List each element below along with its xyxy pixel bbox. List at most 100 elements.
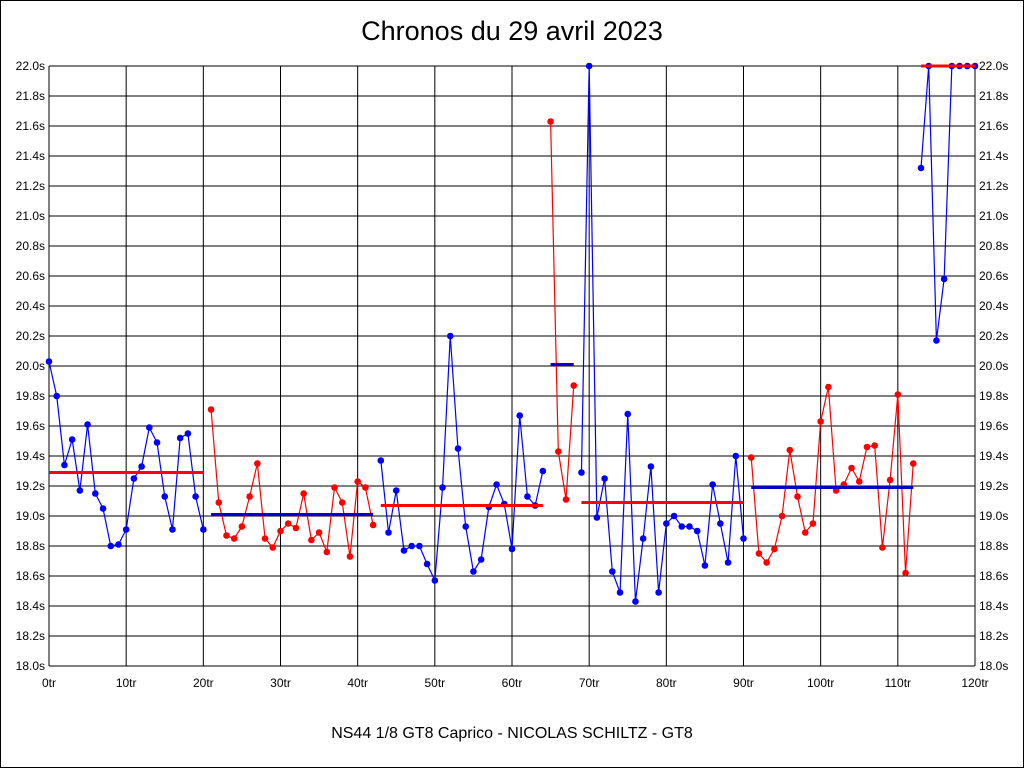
data-point-stint-2 — [277, 527, 284, 535]
data-point-stint-3 — [416, 542, 423, 550]
data-point-stint-7 — [933, 337, 940, 344]
y-tick-label-left: 20.2s — [16, 329, 45, 343]
data-point-stint-1 — [122, 526, 130, 533]
x-tick-label: 60tr — [502, 676, 523, 690]
data-point-stint-5 — [717, 520, 724, 527]
data-point-stint-2 — [300, 490, 307, 497]
data-point-stint-6 — [879, 544, 886, 551]
y-tick-label-left: 20.6s — [16, 269, 45, 283]
y-tick-label-right: 19.4s — [979, 449, 1008, 463]
data-point-stint-3 — [446, 332, 454, 340]
data-point-stint-2 — [323, 548, 331, 556]
data-point-stint-4 — [570, 382, 578, 389]
data-point-stint-2 — [331, 484, 338, 491]
data-point-stint-1 — [107, 542, 115, 550]
data-point-stint-6 — [771, 545, 778, 553]
y-tick-label-left: 20.8s — [16, 239, 45, 253]
data-point-stint-1 — [184, 430, 192, 437]
data-point-stint-6 — [894, 391, 902, 398]
data-point-stint-3 — [377, 457, 385, 464]
data-point-stint-3 — [454, 445, 462, 452]
x-tick-label: 0tr — [42, 676, 56, 690]
y-tick-label-left: 22.0s — [16, 59, 45, 73]
x-tick-label: 80tr — [656, 676, 677, 690]
data-point-stint-1 — [115, 541, 122, 548]
data-point-stint-2 — [315, 529, 323, 536]
data-point-stint-5 — [647, 463, 655, 470]
data-point-stint-1 — [53, 392, 61, 400]
y-tick-label-right: 20.0s — [979, 359, 1008, 373]
data-point-stint-1 — [61, 461, 68, 469]
data-point-stint-1 — [130, 475, 138, 482]
y-tick-label-right: 18.4s — [979, 599, 1008, 613]
data-point-stint-4 — [547, 118, 554, 125]
data-point-stint-2 — [238, 523, 246, 530]
series-line-stint-6 — [750, 386, 914, 574]
data-point-stint-3 — [392, 487, 400, 494]
data-point-stint-7 — [940, 275, 948, 283]
data-point-stint-5 — [624, 410, 632, 418]
data-point-stint-5 — [616, 589, 624, 596]
x-tick-label: 90tr — [733, 676, 754, 690]
data-point-stint-6 — [801, 529, 809, 536]
y-tick-label-right: 21.6s — [979, 119, 1008, 133]
data-point-stint-6 — [747, 454, 755, 461]
data-point-stint-2 — [346, 553, 354, 560]
data-point-stint-3 — [408, 542, 415, 550]
y-tick-label-left: 20.0s — [16, 359, 45, 373]
data-point-stint-5 — [639, 535, 647, 542]
data-point-stint-5 — [601, 475, 608, 482]
data-point-stint-5 — [632, 598, 639, 605]
data-point-stint-3 — [539, 467, 547, 475]
y-tick-label-right: 19.2s — [979, 479, 1008, 493]
y-tick-label-left: 18.4s — [16, 599, 45, 613]
y-tick-label-right: 21.0s — [979, 209, 1008, 223]
y-tick-label-left: 21.4s — [16, 149, 45, 163]
data-point-stint-6 — [763, 559, 770, 566]
data-point-stint-2 — [284, 520, 292, 527]
data-point-stint-1 — [146, 424, 153, 431]
data-point-stint-4 — [562, 496, 570, 503]
data-point-stint-2 — [362, 484, 369, 491]
data-point-stint-5 — [585, 62, 593, 70]
y-tick-label-right: 18.0s — [979, 659, 1008, 673]
series-line-stint-3 — [380, 335, 544, 583]
data-point-stint-6 — [902, 569, 909, 577]
y-tick-label-right: 19.6s — [979, 419, 1008, 433]
data-point-stint-5 — [670, 512, 678, 520]
data-point-stint-5 — [709, 481, 716, 488]
data-point-stint-5 — [678, 523, 686, 530]
data-point-stint-1 — [169, 526, 176, 533]
y-tick-label-left: 19.2s — [16, 479, 45, 493]
y-tick-label-right: 19.8s — [979, 389, 1008, 403]
data-point-stint-5 — [663, 520, 670, 527]
data-point-stint-1 — [84, 421, 91, 428]
data-point-stint-2 — [246, 493, 253, 500]
data-point-stint-3 — [462, 523, 470, 530]
y-tick-label-right: 18.2s — [979, 629, 1008, 643]
data-point-stint-3 — [385, 529, 392, 536]
x-tick-label: 50tr — [424, 676, 445, 690]
data-point-stint-2 — [269, 544, 277, 551]
data-point-stint-2 — [223, 532, 230, 539]
chart-title: Chronos du 29 avril 2023 — [361, 16, 663, 46]
data-point-stint-1 — [45, 358, 53, 365]
data-point-stint-1 — [92, 490, 99, 497]
series-line-stint-2 — [210, 409, 374, 557]
data-point-stint-2 — [369, 521, 377, 529]
data-point-stint-1 — [138, 463, 145, 470]
data-point-stint-2 — [215, 499, 223, 506]
data-point-stint-1 — [176, 434, 184, 442]
x-tick-label: 100tr — [807, 676, 834, 690]
data-point-stint-1 — [76, 487, 84, 494]
data-point-stint-1 — [153, 439, 161, 446]
y-tick-label-left: 18.2s — [16, 629, 45, 643]
data-point-stint-5 — [593, 514, 601, 521]
data-point-stint-1 — [192, 493, 199, 500]
data-point-stint-5 — [686, 523, 693, 530]
data-point-stint-2 — [207, 406, 215, 413]
y-tick-label-left: 20.4s — [16, 299, 45, 313]
data-point-stint-6 — [755, 550, 763, 557]
data-point-stint-6 — [817, 418, 824, 425]
